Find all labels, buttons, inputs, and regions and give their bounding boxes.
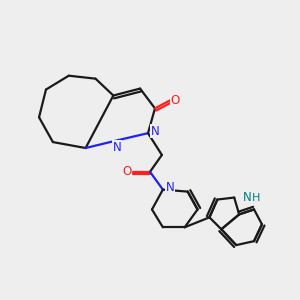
Text: N: N [151,125,159,138]
Text: O: O [123,165,132,178]
Text: N: N [113,140,122,154]
Text: N: N [243,191,251,204]
Text: O: O [170,94,179,107]
Text: N: N [165,181,174,194]
Text: H: H [252,193,260,202]
